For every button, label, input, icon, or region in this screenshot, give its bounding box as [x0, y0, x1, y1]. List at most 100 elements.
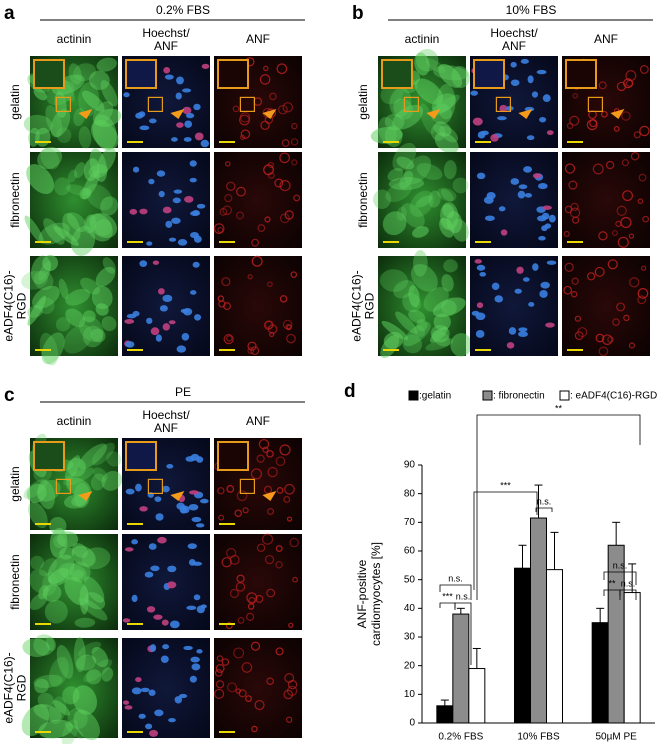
nucleus	[532, 173, 542, 179]
nucleus	[541, 212, 550, 220]
anf-signal	[247, 341, 257, 351]
cell	[90, 328, 106, 343]
cell	[416, 318, 428, 332]
inset	[473, 59, 505, 89]
nucleus	[184, 195, 194, 203]
anf-signal	[598, 81, 607, 90]
nucleus	[538, 236, 546, 241]
anf-signal	[225, 161, 231, 167]
y-tick-label: 0	[409, 718, 415, 729]
anf-signal	[633, 131, 641, 139]
nucleus	[498, 206, 506, 212]
roi-box	[147, 96, 163, 113]
cell	[45, 636, 57, 651]
nucleus	[158, 190, 165, 198]
anf-signal	[286, 516, 293, 522]
nucleus	[148, 689, 156, 696]
cell	[53, 226, 79, 246]
cell	[102, 257, 116, 274]
micrograph	[21, 634, 118, 744]
micrograph	[24, 147, 119, 256]
nucleus	[172, 197, 181, 204]
nucleus	[188, 490, 199, 495]
scale-bar	[219, 141, 235, 143]
nucleus	[177, 238, 188, 246]
cell	[93, 467, 108, 482]
nucleus	[506, 342, 515, 349]
nucleus	[546, 130, 554, 136]
cell	[78, 443, 107, 470]
cell	[44, 599, 68, 624]
nucleus	[176, 345, 187, 353]
cell	[384, 113, 405, 131]
anf-signal	[611, 230, 618, 236]
nucleus	[510, 79, 520, 86]
cell	[443, 259, 458, 273]
cell	[53, 700, 70, 716]
y-axis-label: ANF-positive	[355, 559, 369, 628]
cell	[70, 226, 96, 256]
anf-signal	[279, 444, 291, 456]
nucleus	[518, 184, 528, 190]
nucleus	[155, 513, 164, 521]
nucleus	[131, 687, 142, 695]
cell	[79, 585, 89, 615]
panel-label: b	[352, 3, 364, 24]
significance-bracket	[439, 602, 456, 610]
cell	[56, 127, 72, 143]
anf-signal	[269, 92, 277, 101]
anf-signal	[629, 277, 640, 288]
cell	[27, 305, 44, 318]
cell	[373, 189, 391, 209]
inset	[33, 441, 65, 471]
cell	[399, 170, 414, 190]
cell	[97, 147, 116, 174]
cell	[45, 105, 63, 138]
cell	[66, 212, 88, 232]
y-tick-label: 10	[404, 689, 416, 700]
nucleus	[175, 92, 182, 100]
anf-signal	[266, 450, 274, 458]
nucleus	[181, 332, 190, 341]
anf-signal	[279, 152, 290, 164]
nucleus	[123, 92, 130, 98]
cell	[441, 274, 454, 292]
scale-bar	[35, 623, 51, 625]
bar	[591, 622, 609, 724]
scale-bar	[127, 349, 143, 351]
anf-signal	[570, 291, 578, 298]
nucleus	[190, 656, 200, 663]
nucleus	[201, 63, 210, 69]
anf-signal	[267, 508, 275, 516]
nucleus	[160, 655, 169, 664]
x-tick-label: 0.2% FBS	[438, 732, 483, 743]
nucleus	[540, 281, 550, 289]
micrograph	[21, 254, 118, 366]
anf-signal	[245, 695, 252, 703]
cell	[451, 66, 470, 88]
scale-bar	[35, 731, 51, 733]
anf-signal	[251, 238, 260, 247]
cell	[74, 617, 96, 628]
anf-signal	[572, 92, 579, 99]
row-label: gelatin	[8, 466, 22, 501]
anf-signal	[613, 125, 620, 132]
nucleus	[528, 301, 535, 307]
cell	[96, 57, 117, 72]
cell	[64, 576, 89, 606]
anf-signal	[235, 582, 246, 592]
anf-signal	[267, 466, 278, 478]
cell	[84, 592, 106, 610]
micrograph-bg	[562, 256, 650, 356]
anf-signal	[569, 115, 580, 126]
nucleus	[149, 644, 157, 652]
anf-signal	[598, 231, 608, 241]
anf-signal	[574, 331, 584, 340]
micrograph	[370, 49, 470, 154]
anf-signal	[255, 594, 264, 603]
nucleus	[144, 571, 154, 578]
cell	[431, 330, 451, 347]
anf-signal	[637, 288, 649, 299]
cell	[403, 321, 431, 347]
significance-bracket	[473, 491, 538, 590]
